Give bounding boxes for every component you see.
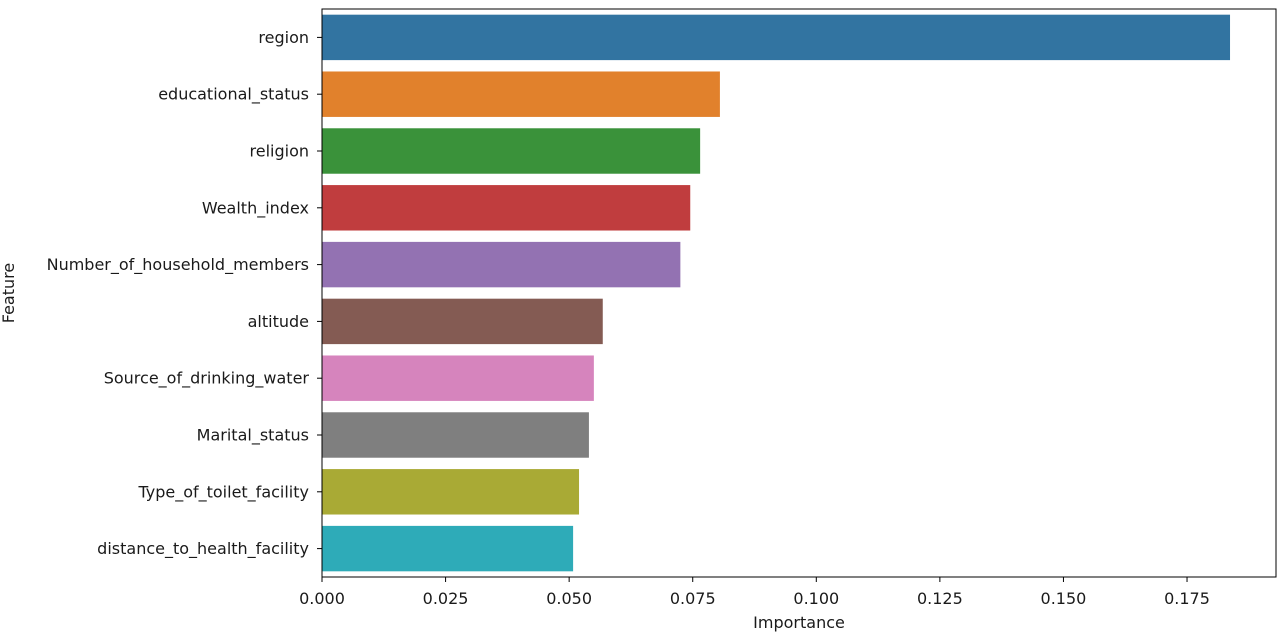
x-tick-label: 0.025 — [423, 589, 469, 608]
bar-distance-to-health-facility — [322, 525, 574, 572]
x-tick-label: 0.050 — [546, 589, 592, 608]
bar-religion — [322, 128, 701, 174]
x-tick-label: 0.125 — [917, 589, 963, 608]
y-tick-label: religion — [250, 142, 310, 161]
bar-number-of-household-members — [322, 241, 681, 288]
bar-type-of-toilet-facility — [322, 469, 580, 515]
bar-marital-status — [322, 412, 589, 458]
x-axis-label: Importance — [753, 613, 845, 632]
y-tick-layer: region educational_status religion Wealth_i… — [47, 28, 322, 559]
y-tick-label: Source_of_drinking_water — [104, 369, 310, 389]
x-tick-label: 0.000 — [299, 589, 345, 608]
bar-region — [322, 14, 1231, 61]
y-tick-label: distance_to_health_facility — [97, 539, 309, 559]
y-tick-label: educational_status — [158, 85, 309, 105]
bar-source-of-drinking-water — [322, 355, 594, 401]
x-tick-label: 0.150 — [1041, 589, 1087, 608]
x-tick-label: 0.175 — [1164, 589, 1210, 608]
y-tick-label: Marital_status — [197, 426, 309, 446]
bar-educational-status — [322, 71, 720, 117]
plot-frame — [321, 8, 1277, 578]
y-tick-label: Number_of_household_members — [47, 255, 309, 275]
x-tick-layer: 0.000 0.025 0.050 0.075 0.100 0.125 0.150 0.175 — [299, 577, 1210, 608]
bar-altitude — [322, 298, 603, 345]
y-axis-label: Feature — [0, 263, 18, 323]
y-tick-label: Type_of_toilet_facility — [137, 482, 309, 502]
x-tick-label: 0.100 — [793, 589, 839, 608]
bars-layer — [322, 14, 1231, 572]
y-tick-label: region — [258, 28, 309, 47]
bar-wealth-index — [322, 185, 691, 231]
y-tick-label: altitude — [248, 312, 309, 331]
x-tick-label: 0.075 — [670, 589, 716, 608]
y-tick-label: Wealth_index — [202, 198, 309, 218]
